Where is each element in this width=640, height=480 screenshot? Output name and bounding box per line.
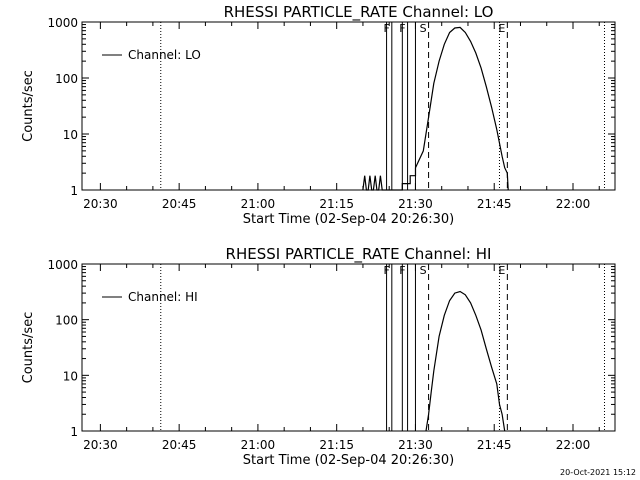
plot-frame (81, 263, 616, 432)
y-tick-label: 1 (70, 184, 78, 198)
legend-label: Channel: LO (128, 48, 201, 62)
x-tick-label: 21:00 (241, 438, 276, 452)
x-axis-label: Start Time (02-Sep-04 20:26:30) (243, 212, 454, 227)
flag-label: E (498, 264, 505, 277)
x-axis-label: Start Time (02-Sep-04 20:26:30) (243, 453, 454, 468)
x-tick-label: 20:45 (162, 197, 197, 211)
y-tick-label: 10 (63, 128, 78, 142)
flag-label: F (383, 22, 389, 35)
x-tick-label: 21:30 (398, 197, 433, 211)
x-tick-label: 20:45 (162, 438, 197, 452)
series-line (362, 26, 509, 191)
x-tick-label: 21:45 (477, 197, 512, 211)
x-axis: 20:30 20:45 21:00 21:15 21:30 21:45 22:00 (83, 22, 600, 211)
y-tick-label: 10 (63, 369, 78, 383)
x-tick-label: 21:30 (398, 438, 433, 452)
x-tick-label: 22:00 (556, 197, 591, 211)
chart-panel-1: RHESSI PARTICLE_RATE Channel: HI 1 10 100 10… (21, 245, 616, 468)
x-tick-label: 21:45 (477, 438, 512, 452)
chart-title: RHESSI PARTICLE_RATE Channel: HI (226, 245, 492, 264)
y-tick-label: 1000 (47, 16, 78, 30)
chart-panel-0: RHESSI PARTICLE_RATE Channel: LO 1 10 100 10… (21, 3, 616, 227)
legend-label: Channel: HI (128, 290, 198, 304)
y-axis-label: Counts/sec (21, 70, 36, 142)
y-axis: 1 10 100 1000 (47, 258, 615, 439)
y-tick-label: 100 (55, 72, 78, 86)
chart-title: RHESSI PARTICLE_RATE Channel: LO (224, 3, 494, 22)
flag-label: F (383, 264, 389, 277)
flag-label: E (498, 22, 505, 35)
flag-label: F (399, 264, 405, 277)
flag-label: S (420, 264, 427, 277)
flag-label: S (420, 22, 427, 35)
legend: Channel: LO (102, 48, 201, 62)
y-axis-label: Counts/sec (21, 312, 36, 384)
x-tick-label: 20:30 (83, 438, 118, 452)
y-axis: 1 10 100 1000 (47, 16, 615, 198)
plot-frame (81, 21, 616, 191)
x-tick-label: 21:00 (241, 197, 276, 211)
x-axis: 20:30 20:45 21:00 21:15 21:30 21:45 22:00 (83, 264, 600, 452)
x-tick-label: 20:30 (83, 197, 118, 211)
series-line (425, 290, 506, 432)
legend: Channel: HI (102, 290, 198, 304)
timestamp: 20-Oct-2021 15:12 (560, 468, 636, 477)
x-tick-label: 21:15 (319, 197, 354, 211)
flag-label: F (399, 22, 405, 35)
y-tick-label: 100 (55, 314, 78, 328)
y-tick-label: 1 (70, 425, 78, 439)
y-tick-label: 1000 (47, 258, 78, 272)
x-tick-label: 22:00 (556, 438, 591, 452)
x-tick-label: 21:15 (319, 438, 354, 452)
